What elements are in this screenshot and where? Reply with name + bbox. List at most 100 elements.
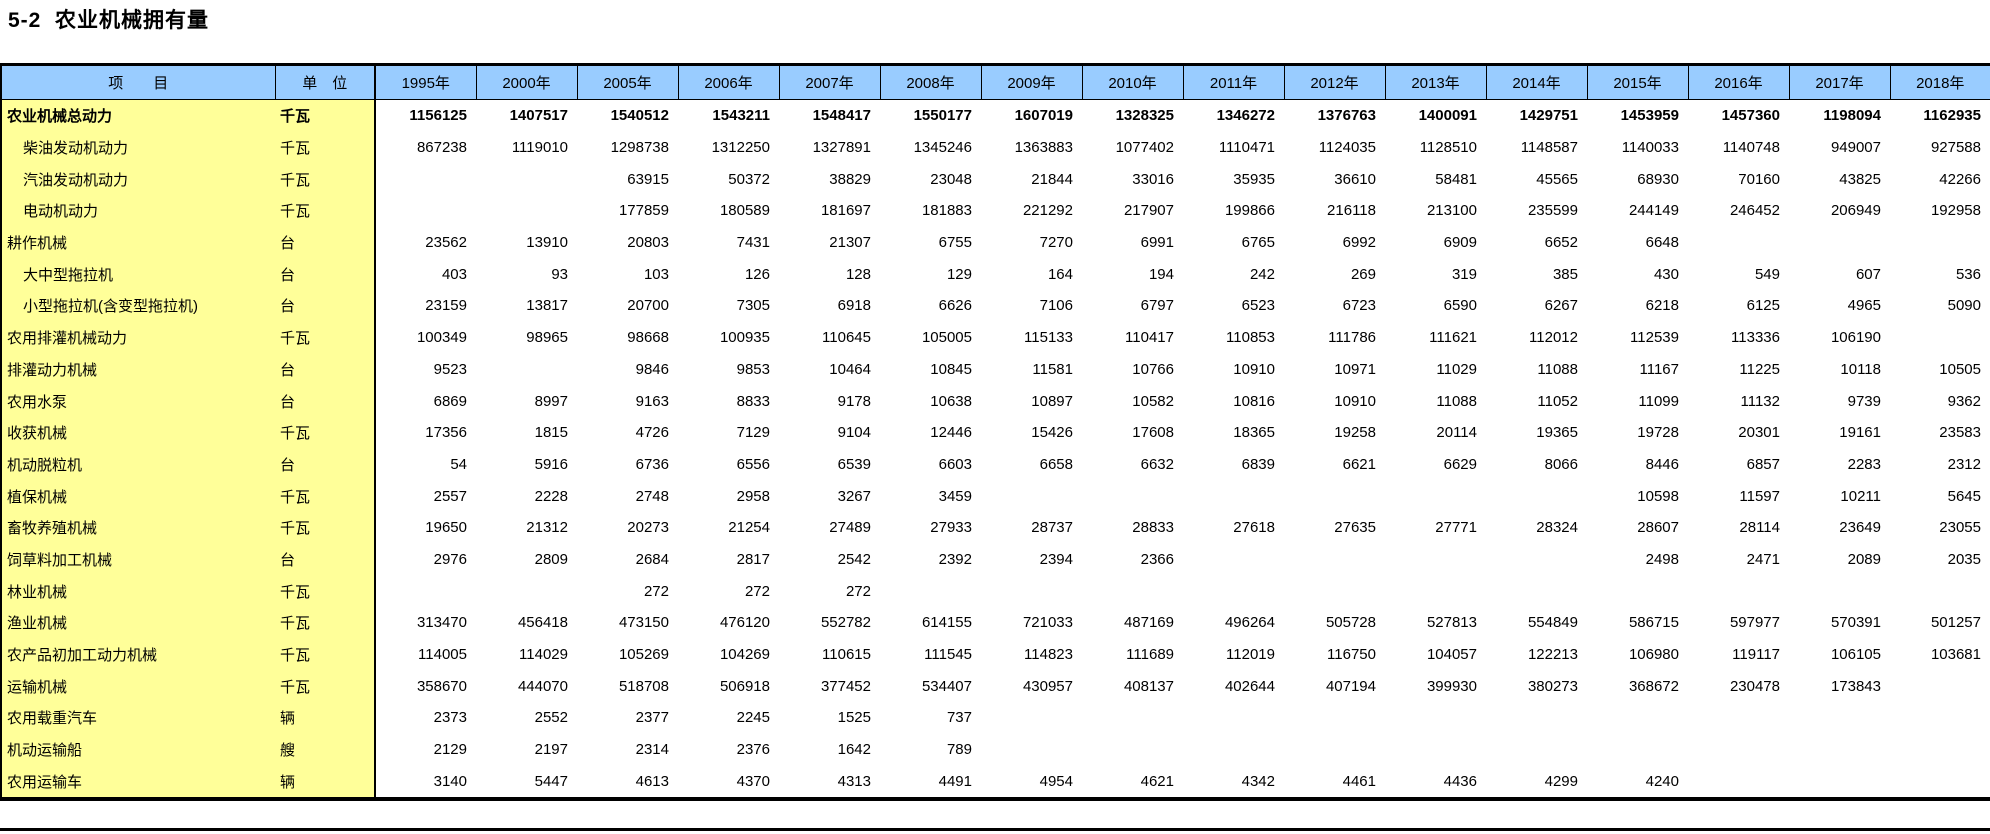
value-cell: 106190 <box>1789 321 1890 354</box>
unit-cell: 台 <box>275 258 376 291</box>
value-cell: 407194 <box>1284 670 1385 703</box>
table-row: 林业机械 千瓦 272 272 272 <box>1 575 1990 607</box>
value-cell: 181883 <box>880 195 981 227</box>
value-cell <box>1587 575 1688 607</box>
value-cell: 536 <box>1890 258 1990 291</box>
value-cell: 23055 <box>1890 511 1990 544</box>
value-cell: 70160 <box>1688 163 1789 196</box>
value-cell: 9853 <box>678 353 779 386</box>
value-cell: 6918 <box>779 290 880 322</box>
value-cell: 20273 <box>577 511 678 544</box>
value-cell <box>1890 321 1990 354</box>
value-cell: 1363883 <box>981 131 1082 164</box>
value-cell: 18365 <box>1183 416 1284 449</box>
value-cell: 246452 <box>1688 195 1789 227</box>
value-cell: 6621 <box>1284 448 1385 481</box>
item-cell: 林业机械 <box>1 575 275 607</box>
value-cell: 380273 <box>1486 670 1587 703</box>
value-cell: 2089 <box>1789 543 1890 576</box>
value-cell: 487169 <box>1082 607 1183 639</box>
value-cell: 272 <box>779 575 880 607</box>
value-cell: 58481 <box>1385 163 1486 196</box>
value-cell: 4461 <box>1284 765 1385 800</box>
value-cell: 10897 <box>981 385 1082 417</box>
table-row: 汽油发动机动力 千瓦 63915 50372 38829 23048 21844 33016 3… <box>1 163 1990 196</box>
value-cell: 6658 <box>981 448 1082 481</box>
value-cell: 6267 <box>1486 290 1587 322</box>
value-cell: 586715 <box>1587 607 1688 639</box>
statistics-table: 项 目单 位 1995年 2000年 2005年 2006年 2007年 2008年 2009… <box>0 63 1990 802</box>
value-cell: 554849 <box>1486 607 1587 639</box>
value-cell: 6629 <box>1385 448 1486 481</box>
table-body: 农业机械总动力 千瓦 1156125 1407517 1540512 1543211 154… <box>1 99 1990 800</box>
value-cell <box>1183 702 1284 734</box>
value-cell: 110615 <box>779 638 880 671</box>
value-cell: 116750 <box>1284 638 1385 671</box>
value-cell <box>1082 575 1183 607</box>
value-cell: 6523 <box>1183 290 1284 322</box>
value-cell: 6765 <box>1183 226 1284 259</box>
value-cell: 126 <box>678 258 779 291</box>
value-cell: 11581 <box>981 353 1082 386</box>
unit-cell: 台 <box>275 353 376 386</box>
value-cell: 23159 <box>375 290 476 322</box>
value-cell: 11132 <box>1688 385 1789 417</box>
value-cell: 1128510 <box>1385 131 1486 164</box>
value-cell: 403 <box>375 258 476 291</box>
value-cell <box>1890 670 1990 703</box>
table-row: 排灌动力机械台 9523 9846 9853 10464 10845 11581 10766 1… <box>1 353 1990 386</box>
value-cell: 15426 <box>981 416 1082 449</box>
value-cell: 112539 <box>1587 321 1688 354</box>
value-cell: 399930 <box>1385 670 1486 703</box>
value-cell: 180589 <box>678 195 779 227</box>
value-cell <box>1284 480 1385 512</box>
value-cell: 1140748 <box>1688 131 1789 164</box>
value-cell: 4240 <box>1587 765 1688 800</box>
value-cell: 1815 <box>476 416 577 449</box>
value-cell: 2684 <box>577 543 678 576</box>
unit-cell: 辆 <box>275 765 376 800</box>
value-cell <box>375 195 476 227</box>
value-cell <box>1385 480 1486 512</box>
value-cell: 111786 <box>1284 321 1385 354</box>
value-cell: 272 <box>678 575 779 607</box>
unit-cell: 台 <box>275 385 376 417</box>
value-cell: 1162935 <box>1890 99 1990 132</box>
value-cell: 4965 <box>1789 290 1890 322</box>
value-cell: 402644 <box>1183 670 1284 703</box>
value-cell: 11088 <box>1385 385 1486 417</box>
value-cell: 2394 <box>981 543 1082 576</box>
value-cell: 597977 <box>1688 607 1789 639</box>
value-cell: 23048 <box>880 163 981 196</box>
value-cell: 103681 <box>1890 638 1990 671</box>
value-cell: 1345246 <box>880 131 981 164</box>
value-cell: 50372 <box>678 163 779 196</box>
value-cell: 408137 <box>1082 670 1183 703</box>
table-row: 农用载重汽车辆 2373 2552 2377 2245 1525 737 <box>1 702 1990 734</box>
value-cell: 269 <box>1284 258 1385 291</box>
value-cell: 4313 <box>779 765 880 800</box>
value-cell: 11088 <box>1486 353 1587 386</box>
value-cell: 518708 <box>577 670 678 703</box>
value-cell: 9163 <box>577 385 678 417</box>
value-cell <box>1284 702 1385 734</box>
value-cell: 2557 <box>375 480 476 512</box>
value-cell: 6736 <box>577 448 678 481</box>
value-cell: 272 <box>577 575 678 607</box>
value-cell: 2471 <box>1688 543 1789 576</box>
value-cell <box>476 195 577 227</box>
value-cell: 4613 <box>577 765 678 800</box>
value-cell: 106105 <box>1789 638 1890 671</box>
value-cell <box>476 575 577 607</box>
unit-cell: 千瓦 <box>275 163 376 196</box>
value-cell: 444070 <box>476 670 577 703</box>
value-cell: 6648 <box>1587 226 1688 259</box>
value-cell: 1400091 <box>1385 99 1486 132</box>
value-cell: 4342 <box>1183 765 1284 800</box>
value-cell <box>1385 733 1486 766</box>
unit-cell: 台 <box>275 226 376 259</box>
value-cell: 6218 <box>1587 290 1688 322</box>
value-cell: 1198094 <box>1789 99 1890 132</box>
value-cell: 27618 <box>1183 511 1284 544</box>
value-cell <box>1789 765 1890 800</box>
